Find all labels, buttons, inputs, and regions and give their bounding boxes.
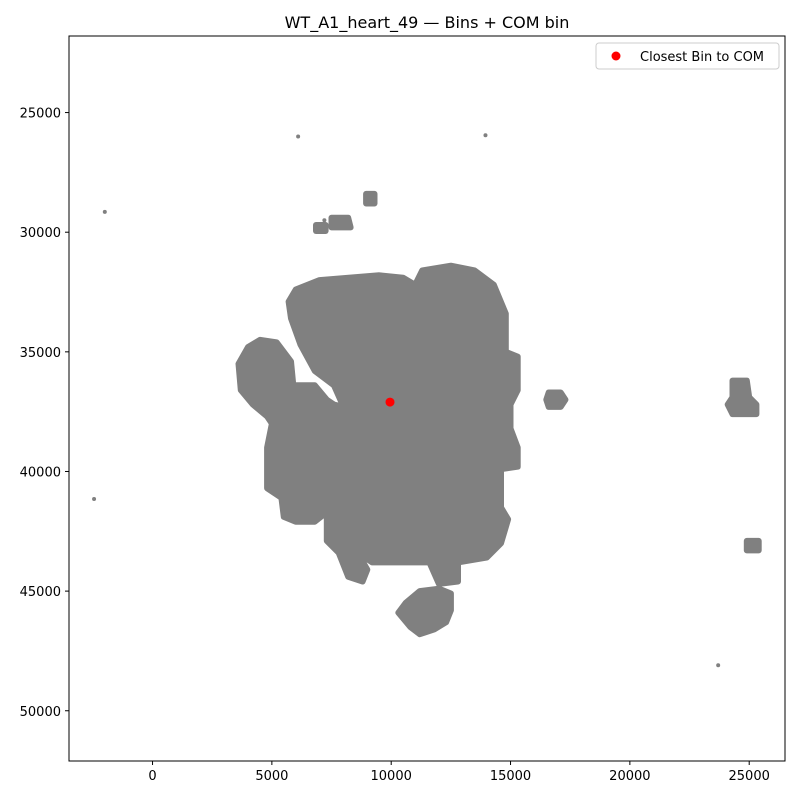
x-tick-label: 25000 xyxy=(729,769,770,784)
x-tick-label: 15000 xyxy=(490,769,531,784)
chart-title: WT_A1_heart_49 — Bins + COM bin xyxy=(285,13,570,33)
y-tick-label: 35000 xyxy=(20,346,61,361)
plot-area xyxy=(92,133,762,668)
bin-region-5 xyxy=(328,214,354,231)
bin-speck-0 xyxy=(296,134,301,139)
bin-region-1 xyxy=(395,585,454,638)
x-tick-label: 10000 xyxy=(371,769,412,784)
y-tick-label: 50000 xyxy=(20,705,61,720)
x-tick-label: 0 xyxy=(148,769,156,784)
legend-label-com: Closest Bin to COM xyxy=(640,50,764,65)
bin-region-3 xyxy=(724,377,760,418)
bin-speck-2 xyxy=(102,209,107,214)
axes: 0 5000 10000 15000 20000 25000 25000 30000 35000… xyxy=(20,35,786,784)
bin-speck-3 xyxy=(92,496,97,501)
bin-region-6 xyxy=(313,222,329,234)
y-tick-label: 25000 xyxy=(20,107,61,122)
y-tick-label: 40000 xyxy=(20,465,61,480)
legend-box xyxy=(595,42,780,70)
axes-frame xyxy=(68,35,786,762)
y-tick-label: 30000 xyxy=(20,226,61,241)
y-tick-label: 45000 xyxy=(20,585,61,600)
bin-region-7 xyxy=(363,190,378,207)
bin-speck-5 xyxy=(322,218,327,223)
com-point xyxy=(385,397,395,407)
legend: Closest Bin to COM xyxy=(595,42,780,70)
bin-region-2 xyxy=(543,389,569,410)
legend-marker-com xyxy=(611,51,621,61)
bin-region-0 xyxy=(235,262,521,587)
x-tick-label: 5000 xyxy=(255,769,288,784)
bin-region-4 xyxy=(743,537,762,554)
bin-speck-4 xyxy=(716,663,721,668)
x-tick-label: 20000 xyxy=(609,769,650,784)
bin-speck-1 xyxy=(483,133,488,138)
